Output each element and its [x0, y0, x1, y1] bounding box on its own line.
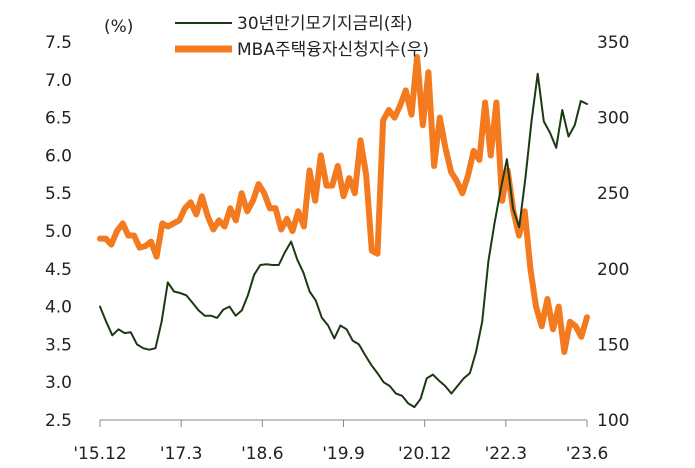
series-line-mortgage-rate [99, 72, 588, 409]
legend-label-mba-index: MBA주택융자신청지수(우) [237, 40, 429, 60]
left-tick-label: 7.5 [45, 33, 72, 53]
left-tick-label: 4.0 [45, 298, 72, 318]
left-tick-label: 2.5 [45, 411, 72, 431]
right-axis-ticks: 350 300 250 200 150 100 [597, 33, 629, 431]
x-tick-label: '17.3 [160, 444, 203, 464]
left-tick-label: 3.5 [45, 335, 72, 355]
legend: 30년만기모기지금리(좌) MBA주택융자신청지수(우) [175, 14, 429, 60]
right-tick-label: 200 [597, 260, 629, 280]
left-tick-label: 7.0 [45, 71, 72, 91]
right-tick-label: 100 [597, 411, 629, 431]
left-tick-label: 4.5 [45, 260, 72, 280]
left-tick-label: 6.0 [45, 146, 72, 166]
x-tick-label: '23.6 [566, 444, 609, 464]
left-tick-label: 5.0 [45, 222, 72, 242]
x-tick-label: '22.3 [485, 444, 528, 464]
x-tick-label: '19.9 [322, 444, 365, 464]
right-tick-label: 150 [597, 335, 629, 355]
right-tick-label: 250 [597, 184, 629, 204]
left-axis-unit: (%) [104, 17, 133, 37]
x-axis-ticks: '15.12 '17.3 '18.6 '19.9 '20.12 '22.3 '23.6 [73, 420, 608, 464]
left-axis-ticks: 7.5 7.0 6.5 6.0 5.5 5.0 4.5 4.0 3.5 3.0 2.5 [45, 33, 72, 431]
x-tick-label: '18.6 [241, 444, 284, 464]
right-tick-label: 350 [597, 33, 629, 53]
x-tick-label: '15.12 [73, 444, 126, 464]
series-line-mba-index [97, 54, 590, 355]
left-tick-label: 3.0 [45, 373, 72, 393]
series-lines [97, 54, 590, 409]
left-tick-label: 5.5 [45, 184, 72, 204]
right-tick-label: 300 [597, 109, 629, 129]
x-tick-label: '20.12 [398, 444, 451, 464]
legend-label-mortgage-rate: 30년만기모기지금리(좌) [237, 14, 413, 34]
left-tick-label: 6.5 [45, 109, 72, 129]
